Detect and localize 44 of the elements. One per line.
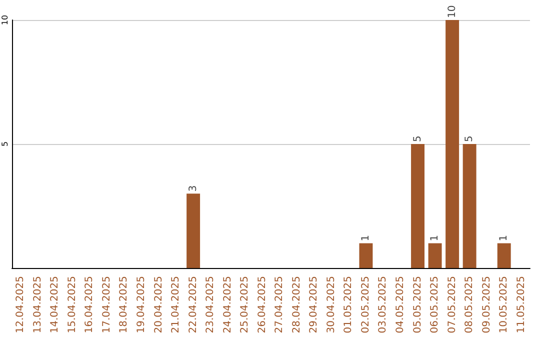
x-tick-label: 22.04.2025 <box>188 276 199 334</box>
x-tick-label: 09.05.2025 <box>481 276 492 334</box>
x-tick-label: 20.04.2025 <box>153 276 164 334</box>
x-tick-label: 06.05.2025 <box>430 276 441 334</box>
x-tick-label: 19.04.2025 <box>136 276 147 334</box>
data-label: 10 <box>446 5 458 18</box>
x-tick-label: 18.04.2025 <box>118 276 130 334</box>
bar <box>186 194 200 268</box>
data-label: 1 <box>360 234 372 242</box>
bar <box>428 243 442 268</box>
data-label: 1 <box>430 234 441 242</box>
bar <box>462 144 476 268</box>
x-tick-label: 07.05.2025 <box>446 276 458 334</box>
x-tick-label: 08.05.2025 <box>464 276 476 334</box>
x-tick-label: 10.05.2025 <box>498 276 510 334</box>
data-label: 1 <box>498 234 510 242</box>
x-tick-label: 12.04.2025 <box>15 276 26 334</box>
bar <box>446 20 460 268</box>
x-tick-label: 27.04.2025 <box>274 276 286 334</box>
x-tick-label: 26.04.2025 <box>256 276 268 334</box>
x-tick-label: 13.04.2025 <box>32 276 44 334</box>
x-tick-label: 04.05.2025 <box>395 276 406 334</box>
x-tick-label: 03.05.2025 <box>378 276 389 334</box>
bar <box>411 144 424 268</box>
x-tick-label: 29.04.2025 <box>308 276 320 334</box>
data-label: 5 <box>412 136 424 142</box>
bar <box>497 243 511 268</box>
x-tick-label: 23.04.2025 <box>205 276 216 334</box>
x-tick-label: 21.04.2025 <box>170 276 182 334</box>
x-tick-label: 11.05.2025 <box>516 276 527 334</box>
x-tick-label: 01.05.2025 <box>343 276 354 334</box>
bar <box>359 243 373 268</box>
x-tick-label: 28.04.2025 <box>291 276 302 334</box>
x-tick-label: 17.04.2025 <box>101 276 112 334</box>
x-tick-label: 30.04.2025 <box>326 276 337 334</box>
x-tick-label: 25.04.2025 <box>240 276 251 334</box>
x-tick-label: 05.05.2025 <box>412 276 424 334</box>
data-label: 3 <box>188 185 199 192</box>
x-tick-label: 16.04.2025 <box>84 276 96 334</box>
x-tick-label: 14.04.2025 <box>50 276 61 334</box>
x-tick-label: 02.05.2025 <box>360 276 372 334</box>
data-label: 5 <box>464 136 476 142</box>
x-tick-label: 24.04.2025 <box>222 276 234 334</box>
x-tick-label: 15.04.2025 <box>66 276 78 334</box>
